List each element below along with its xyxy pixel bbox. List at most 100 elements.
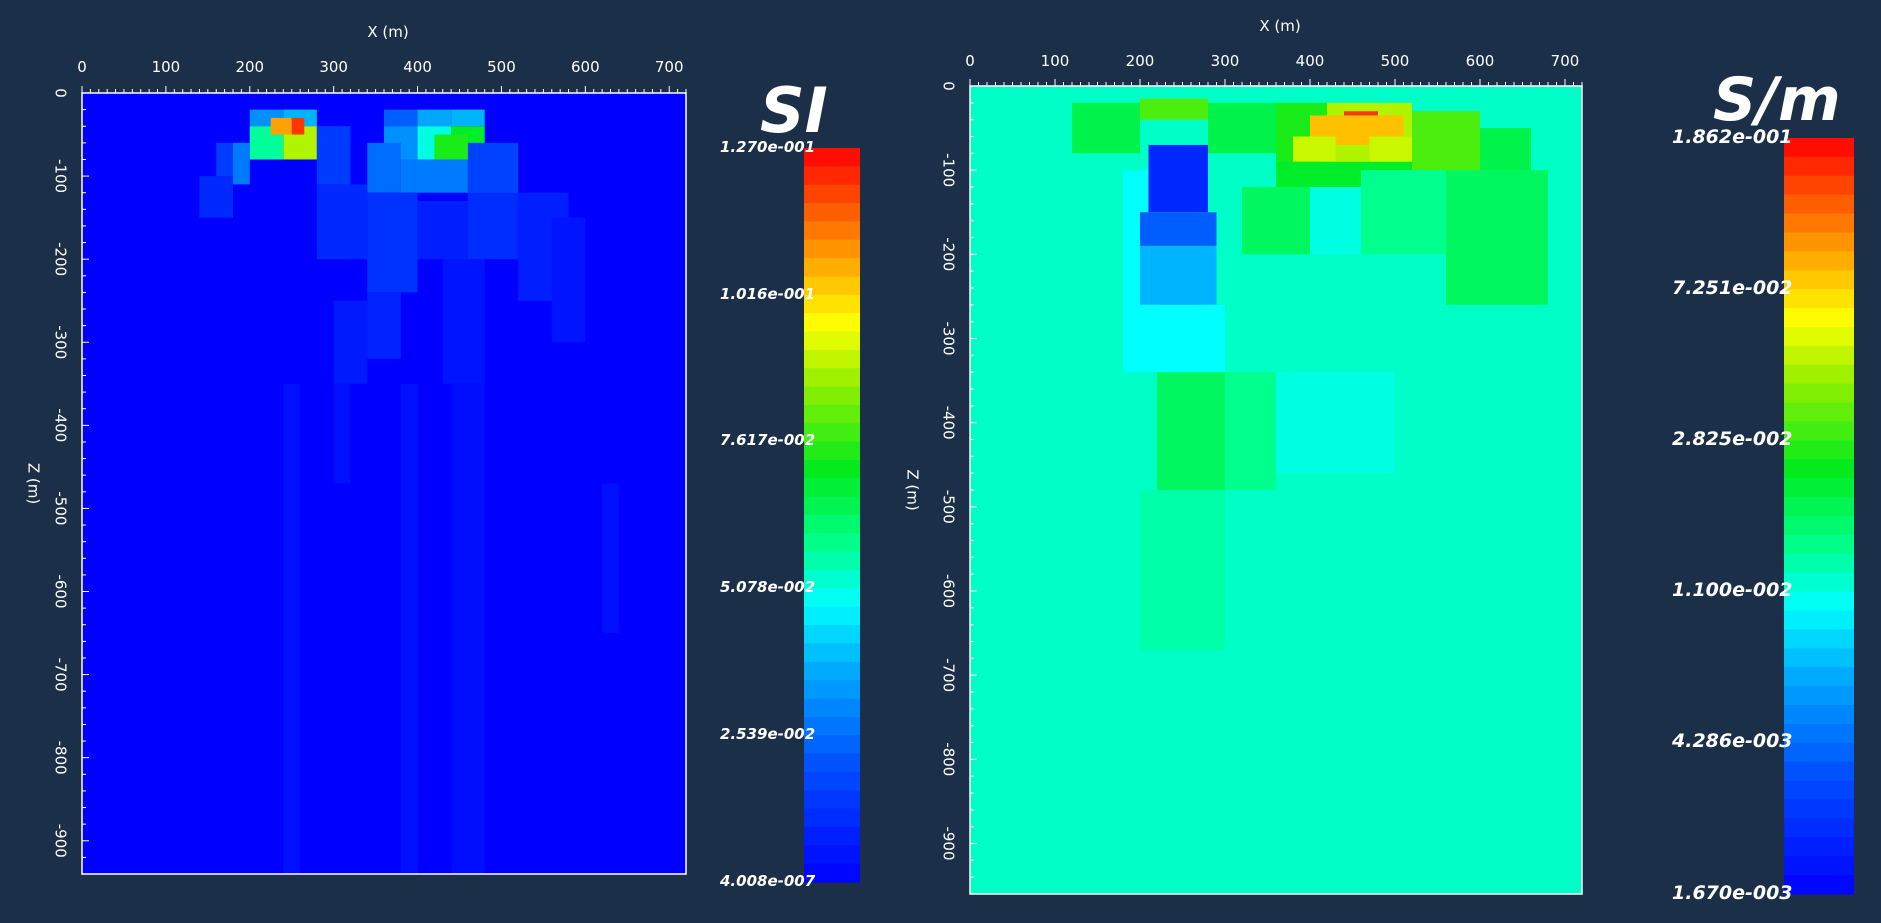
- colorbar-step: [804, 753, 860, 773]
- heatmap-cell: [551, 217, 586, 343]
- x-tick-label: 0: [77, 58, 87, 76]
- y-tick-label: -700: [940, 658, 958, 692]
- colorbar-label: 1.862e-001: [1672, 125, 1793, 148]
- colorbar-step: [1784, 837, 1854, 857]
- colorbar: [1784, 138, 1854, 895]
- colorbar-step: [1784, 686, 1854, 706]
- colorbar-step: [1784, 723, 1854, 744]
- heatmap-cell: [1276, 372, 1395, 474]
- x-tick-label: 500: [487, 58, 516, 76]
- colorbar-step: [804, 276, 860, 296]
- heatmap-cell: [1140, 98, 1208, 120]
- heatmap-cell: [434, 134, 468, 160]
- colorbar-step: [804, 221, 860, 241]
- heatmap-cell: [1140, 212, 1217, 246]
- colorbar-label: 4.286e-003: [1672, 730, 1793, 753]
- y-tick-label: -300: [52, 325, 70, 359]
- colorbar-label: 7.617e-002: [720, 431, 816, 450]
- colorbar-label: 7.251e-002: [1672, 276, 1793, 299]
- colorbar-label: 5.078e-002: [720, 578, 816, 597]
- colorbar-step: [804, 423, 860, 443]
- colorbar-step: [1784, 440, 1854, 460]
- x-tick-label: 400: [403, 58, 432, 76]
- colorbar-step: [804, 148, 860, 167]
- y-tick-label: -600: [940, 574, 958, 608]
- colorbar-label: 4.008e-007: [720, 871, 816, 890]
- colorbar-step: [1784, 705, 1854, 725]
- colorbar-step: [1784, 327, 1854, 347]
- colorbar-step: [804, 294, 860, 314]
- colorbar-step: [804, 478, 860, 498]
- colorbar-step: [1784, 648, 1854, 668]
- colorbar-step: [1784, 213, 1854, 234]
- colorbar-step: [804, 239, 860, 259]
- colorbar-step: [1784, 459, 1854, 479]
- colorbar-step: [804, 368, 860, 388]
- colorbar-step: [804, 698, 860, 718]
- colorbar-step: [1784, 875, 1854, 895]
- colorbar-step: [1784, 251, 1854, 271]
- y-tick-label: 0: [940, 81, 958, 91]
- colorbar-step: [804, 661, 860, 681]
- y-tick-label: -500: [52, 491, 70, 525]
- heatmap-cell: [333, 383, 351, 484]
- x-axis-label: X (m): [1259, 17, 1300, 35]
- colorbar-step: [804, 459, 860, 479]
- colorbar-step: [804, 331, 860, 351]
- heatmap-cell: [291, 117, 305, 135]
- y-tick-label: -200: [940, 237, 958, 271]
- y-tick-label: -400: [940, 406, 958, 440]
- colorbar-step: [804, 386, 860, 406]
- colorbar-step: [804, 496, 860, 516]
- colorbar-step: [1784, 421, 1854, 441]
- colorbar-step: [804, 551, 860, 571]
- colorbar-step: [804, 606, 860, 626]
- colorbar-step: [804, 680, 860, 700]
- colorbar-step: [804, 625, 860, 645]
- colorbar-step: [1784, 572, 1854, 593]
- heatmap-cell: [400, 383, 418, 874]
- heatmap-cell: [451, 109, 485, 127]
- heatmap-cell: [367, 192, 418, 293]
- colorbar-unit: S/m: [1713, 65, 1841, 135]
- y-tick-label: -500: [940, 490, 958, 524]
- y-tick-label: -200: [52, 242, 70, 276]
- colorbar-step: [804, 716, 860, 736]
- heatmap-cell: [1140, 245, 1217, 305]
- x-tick-label: 200: [235, 58, 264, 76]
- x-tick-label: 0: [965, 52, 975, 70]
- colorbar-step: [1784, 761, 1854, 782]
- colorbar-step: [804, 790, 860, 810]
- heatmap-cell: [199, 176, 233, 218]
- colorbar-label: 1.270e-001: [720, 137, 816, 156]
- heatmap-cell: [1293, 136, 1336, 162]
- y-tick-label: -600: [52, 574, 70, 608]
- colorbar-unit: SI: [760, 74, 828, 147]
- heatmap-cell: [233, 142, 250, 185]
- heatmap-cell: [316, 184, 368, 260]
- colorbar-step: [804, 533, 860, 553]
- colorbar: [804, 148, 860, 883]
- heatmap-cell: [270, 117, 292, 135]
- colorbar-step: [804, 349, 860, 369]
- colorbar-step: [1784, 610, 1854, 630]
- colorbar-step: [804, 184, 860, 204]
- colorbar-step: [1784, 478, 1854, 498]
- y-tick-label: 0: [52, 88, 70, 98]
- colorbar-step: [1784, 591, 1854, 612]
- heatmap-cell: [333, 300, 368, 384]
- heatmap-cell: [1225, 372, 1276, 490]
- heatmap-cell: [316, 126, 351, 185]
- heatmap-cell: [602, 483, 619, 634]
- colorbar-step: [1784, 232, 1854, 252]
- x-tick-label: 700: [655, 58, 684, 76]
- colorbar-step: [1784, 667, 1854, 687]
- heatmap-cell: [467, 192, 519, 260]
- colorbar-label: 1.670e-003: [1672, 881, 1793, 904]
- colorbar-label: 1.016e-001: [720, 284, 816, 303]
- colorbar-step: [1784, 383, 1854, 404]
- x-tick-label: 100: [152, 58, 181, 76]
- colorbar-step: [1784, 345, 1854, 366]
- heatmap-panel-2: 0 100 200 300 400 500 600 700 X (m) 0 -100 -200 -300…: [904, 17, 1854, 895]
- colorbar-step: [804, 771, 860, 791]
